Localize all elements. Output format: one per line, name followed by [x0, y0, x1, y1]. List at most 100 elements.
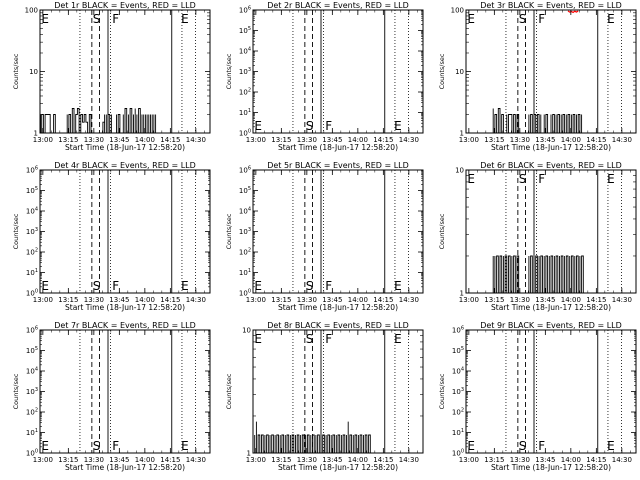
x-tick-label: 13:45 — [322, 296, 342, 304]
marker-s: S — [93, 439, 101, 453]
marker-f: F — [538, 439, 545, 453]
x-tick-label: 14:30 — [612, 456, 632, 464]
y-tick-label: 104 — [452, 367, 464, 376]
y-tick-label: 105 — [26, 346, 38, 355]
y-axis-label: Counts/sec — [12, 373, 20, 409]
x-tick-label: 14:30 — [612, 136, 632, 144]
y-tick-label: 106 — [452, 326, 464, 335]
marker-e: E — [181, 12, 189, 26]
x-tick-label: 13:45 — [322, 136, 342, 144]
marker-e: E — [467, 439, 475, 453]
x-tick-label: 13:00 — [33, 456, 53, 464]
y-tick-label: 104 — [26, 367, 38, 376]
y-tick-label: 105 — [26, 186, 38, 195]
x-tick-label: 13:00 — [246, 456, 266, 464]
x-tick-label: 14:15 — [586, 136, 606, 144]
panel-title: Det 1r BLACK = Events, RED = LLD — [54, 1, 196, 10]
marker-s: S — [306, 332, 314, 346]
x-tick-label: 14:00 — [561, 136, 581, 144]
x-tick-label: 14:00 — [348, 136, 368, 144]
y-tick-label: 102 — [26, 248, 38, 257]
y-tick-label: 103 — [239, 227, 251, 236]
x-tick-label: 13:30 — [297, 456, 317, 464]
events-series — [492, 255, 584, 294]
y-axis-label: Counts/sec — [225, 53, 233, 89]
x-tick-label: 13:15 — [271, 296, 291, 304]
marker-s: S — [93, 12, 101, 26]
y-tick-label: 106 — [26, 326, 38, 335]
y-tick-label: 101 — [452, 428, 464, 437]
marker-s: S — [519, 12, 527, 26]
marker-e: E — [394, 279, 402, 293]
y-tick-label: 102 — [452, 408, 464, 417]
x-tick-label: 14:00 — [135, 296, 155, 304]
x-tick-label: 14:30 — [399, 296, 419, 304]
marker-s: S — [93, 279, 101, 293]
y-tick-label: 1 — [247, 450, 251, 458]
y-tick-label: 101 — [239, 108, 251, 117]
panel-title: Det 4r BLACK = Events, RED = LLD — [54, 161, 196, 170]
x-tick-label: 13:45 — [535, 296, 555, 304]
panel-title: Det 9r BLACK = Events, RED = LLD — [480, 321, 622, 330]
y-tick-label: 10 — [455, 167, 464, 175]
panel-title: Det 2r BLACK = Events, RED = LLD — [267, 1, 409, 10]
marker-e: E — [467, 12, 475, 26]
marker-f: F — [112, 439, 119, 453]
x-tick-label: 13:15 — [58, 296, 78, 304]
panel-title: Det 3r BLACK = Events, RED = LLD — [480, 1, 622, 10]
marker-f: F — [538, 12, 545, 26]
y-tick-label: 100 — [452, 449, 464, 458]
x-tick-label: 14:00 — [135, 136, 155, 144]
marker-s: S — [306, 279, 314, 293]
marker-s: S — [306, 119, 314, 133]
x-tick-label: 13:15 — [58, 456, 78, 464]
x-tick-label: 13:00 — [33, 136, 53, 144]
y-axis-label: Counts/sec — [438, 373, 446, 409]
panel-4: Det 4r BLACK = Events, RED = LLD 100 101 10… — [12, 161, 211, 312]
y-tick-label: 102 — [239, 248, 251, 257]
plot-frame — [252, 329, 424, 454]
x-axis-label: Start Time (18-Jun-17 12:58:20) — [491, 143, 611, 152]
y-tick-label: 101 — [26, 428, 38, 437]
x-tick-label: 13:15 — [271, 456, 291, 464]
y-tick-label: 105 — [452, 346, 464, 355]
marker-f: F — [538, 172, 545, 186]
x-axis-label: Start Time (18-Jun-17 12:58:20) — [491, 303, 611, 312]
panel-title: Det 5r BLACK = Events, RED = LLD — [267, 161, 409, 170]
x-tick-label: 14:00 — [135, 456, 155, 464]
y-axis-label: Counts/sec — [438, 53, 446, 89]
x-tick-label: 14:15 — [373, 136, 393, 144]
y-tick-label: 1 — [460, 130, 464, 138]
marker-f: F — [112, 12, 119, 26]
x-tick-label: 13:30 — [297, 136, 317, 144]
x-tick-label: 14:30 — [399, 456, 419, 464]
x-tick-label: 13:30 — [84, 136, 104, 144]
y-tick-label: 100 — [25, 7, 38, 15]
marker-e: E — [607, 12, 615, 26]
y-tick-label: 10 — [455, 68, 464, 76]
y-tick-label: 100 — [451, 7, 464, 15]
events-series — [40, 108, 158, 134]
y-axis-label: Counts/sec — [12, 213, 20, 249]
x-tick-label: 13:45 — [535, 136, 555, 144]
x-tick-label: 13:15 — [484, 136, 504, 144]
x-tick-label: 13:45 — [109, 296, 129, 304]
x-tick-label: 13:30 — [84, 456, 104, 464]
y-tick-label: 103 — [452, 387, 464, 396]
y-tick-label: 1 — [34, 130, 38, 138]
panel-8: Det 8r BLACK = Events, RED = LLD 1 10 13:00… — [225, 321, 424, 472]
x-tick-label: 14:15 — [586, 296, 606, 304]
x-tick-label: 14:15 — [373, 456, 393, 464]
x-tick-label: 13:45 — [535, 456, 555, 464]
y-tick-label: 104 — [239, 47, 251, 56]
panel-6: Det 6r BLACK = Events, RED = LLD 1 10 13:00… — [438, 161, 637, 312]
marker-e: E — [254, 279, 262, 293]
x-axis-label: Start Time (18-Jun-17 12:58:20) — [65, 303, 185, 312]
panel-5: Det 5r BLACK = Events, RED = LLD 100 101 10… — [225, 161, 424, 312]
marker-e: E — [607, 439, 615, 453]
panel-2: Det 2r BLACK = Events, RED = LLD 100 101 10… — [225, 1, 424, 152]
plot-frame — [465, 329, 637, 454]
x-tick-label: 13:00 — [459, 296, 479, 304]
marker-f: F — [325, 332, 332, 346]
